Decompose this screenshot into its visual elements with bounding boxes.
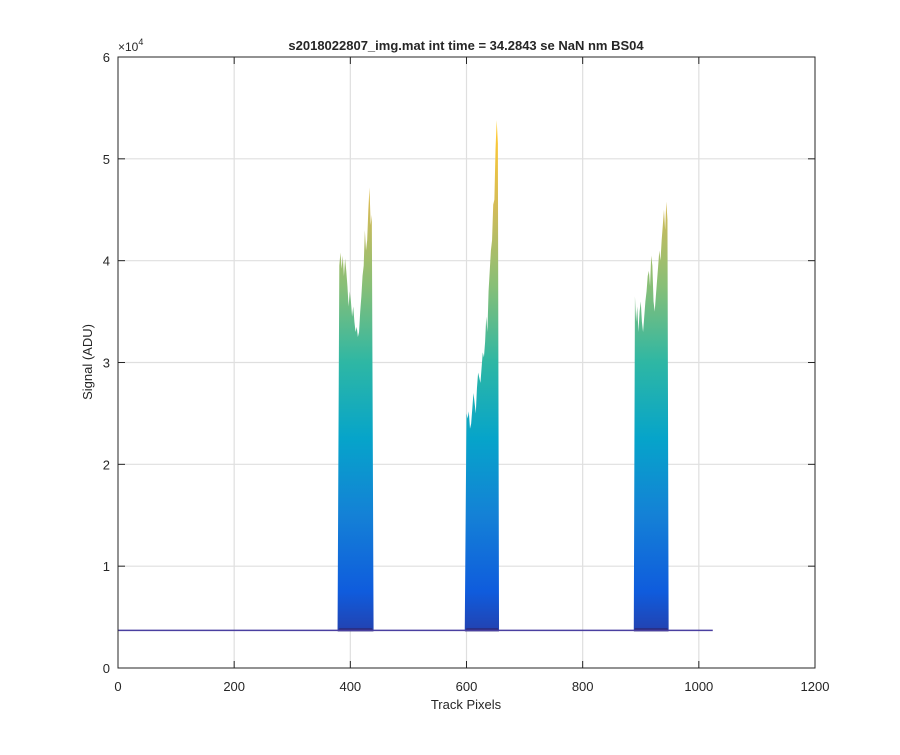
y-tick-label: 3: [103, 356, 110, 371]
data-layer: [118, 120, 713, 632]
y-tick-label: 0: [103, 661, 110, 676]
x-tick-label: 600: [456, 679, 478, 694]
x-tick-label: 0: [114, 679, 121, 694]
y-tick-label: 1: [103, 559, 110, 574]
x-tick-label: 200: [223, 679, 245, 694]
y-axis-label: Signal (ADU): [80, 324, 95, 400]
y-tick-label: 2: [103, 457, 110, 472]
x-tick-label: 1000: [684, 679, 713, 694]
y-tick-label: 6: [103, 50, 110, 65]
x-tick-label: 800: [572, 679, 594, 694]
y-exponent-base: ×10: [118, 40, 139, 54]
signal-peak-3: [633, 201, 669, 631]
x-axis-label: Track Pixels: [431, 697, 502, 712]
y-exponent-power: 4: [138, 37, 143, 47]
x-tick-label: 1200: [801, 679, 830, 694]
x-tick-label: 400: [339, 679, 361, 694]
y-exponent-label: ×104: [118, 37, 143, 54]
chart-title: s2018022807_img.mat int time = 34.2843 s…: [288, 38, 644, 53]
signal-peak-1: [337, 187, 374, 631]
signal-peak-2: [464, 120, 500, 631]
y-tick-label: 5: [103, 152, 110, 167]
tick-layer: 0 200 400 600 800 1000 1200 0 1 2 3 4 5 6: [103, 50, 830, 694]
y-tick-label: 4: [103, 254, 110, 269]
